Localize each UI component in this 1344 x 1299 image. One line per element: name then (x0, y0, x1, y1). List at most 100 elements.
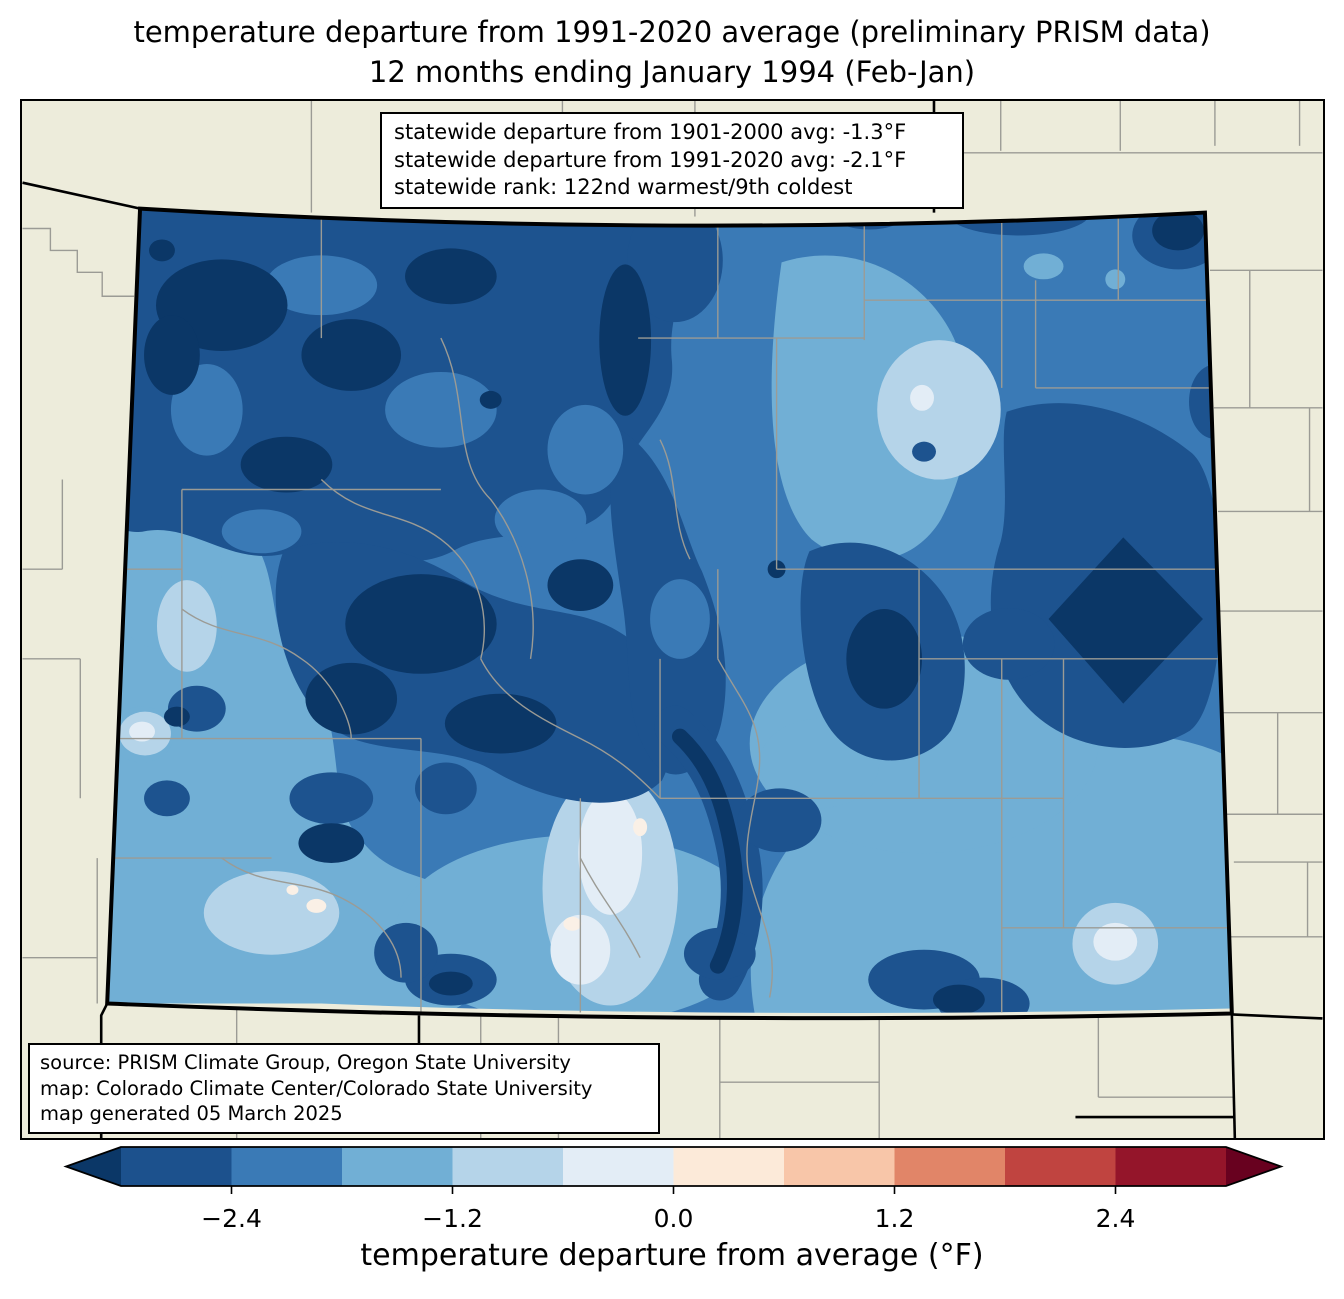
contour-blob (414, 762, 477, 815)
colorbar-tick-label: −1.2 (422, 1204, 483, 1233)
stats-box: statewide departure from 1901-2000 avg: … (380, 112, 964, 209)
contour-blob (650, 579, 710, 659)
contour-blob (547, 404, 624, 495)
contour-blob (1023, 253, 1064, 280)
contour-blob (494, 489, 587, 550)
contour-blob (306, 898, 327, 913)
contour-blob (737, 788, 822, 853)
contour-blob (1152, 210, 1204, 251)
colorbar-tick-label: 0.0 (654, 1204, 694, 1233)
contour-blob (846, 609, 923, 709)
colorbar-segment (452, 1147, 564, 1186)
state-line (1231, 1013, 1323, 1020)
contour-blob (345, 574, 497, 674)
contour-blob (144, 780, 190, 817)
colorbar-segment (894, 1147, 1006, 1186)
contour-blob (385, 371, 497, 448)
contour-blob (627, 208, 723, 323)
contour-blob (428, 971, 473, 996)
contour-band (672, 728, 743, 974)
state-line (1230, 1013, 1237, 1138)
source-line-1: source: PRISM Climate Group, Oregon Stat… (40, 1051, 571, 1074)
contour-blob (203, 871, 340, 955)
contour-blob (286, 884, 299, 895)
county-line (659, 439, 691, 560)
county-line (181, 608, 352, 739)
contour-blob (932, 984, 985, 1015)
contour-blob (962, 608, 1055, 680)
county-line (221, 857, 402, 978)
colorbar-segment (1005, 1147, 1116, 1186)
contour-blob (107, 1003, 1232, 1018)
colorbar-segment (121, 1147, 232, 1186)
colorado-state-border (105, 206, 1234, 1021)
county-line (440, 337, 534, 659)
county-line (579, 857, 641, 959)
contour-blob (405, 248, 497, 305)
source-line-3: map generated 05 March 2025 (40, 1102, 343, 1125)
county-line (22, 479, 64, 570)
colorbar-segment (563, 1147, 674, 1186)
colorbar-axis-label: temperature departure from average (°F) (360, 1238, 984, 1273)
title-line-2: 12 months ending January 1994 (Feb-Jan) (368, 55, 976, 89)
title-line-1: temperature departure from 1991-2020 ave… (133, 15, 1211, 49)
contour-blob (305, 662, 398, 735)
contour-blob (221, 509, 302, 554)
colorbar-tick-label: −2.4 (201, 1204, 262, 1233)
contour-blob (149, 239, 175, 262)
colorbar-over-arrow (1226, 1147, 1281, 1186)
colorbar-segment (784, 1147, 895, 1186)
colorbar-segment (673, 1147, 785, 1186)
contour-blob (578, 791, 643, 915)
county-line (22, 858, 98, 1004)
colorbar-tick-label: 1.2 (875, 1204, 915, 1233)
contour-blob (170, 363, 243, 456)
county-line (22, 227, 135, 297)
county-line (22, 658, 81, 799)
contour-blob (156, 580, 217, 672)
contour-blob (1048, 537, 1203, 704)
colorbar-outline (63, 1146, 1284, 1187)
colorbar-segment (1115, 1147, 1227, 1186)
colorado-map (22, 101, 1323, 1138)
stats-line-3: statewide rank: 122nd warmest/9th coldes… (394, 175, 853, 199)
contour-blob (910, 384, 934, 411)
contour-blob (912, 441, 936, 462)
contour-blob (444, 693, 557, 754)
contour-blob (547, 559, 614, 612)
contour-blob (599, 264, 652, 416)
colorbar: −2.4 −1.2 0.0 1.2 2.4 (63, 1146, 1284, 1233)
colorado-county-lines (107, 210, 1230, 1013)
contour-blob (298, 823, 365, 864)
contour-blob (163, 706, 190, 727)
contour-blob (129, 721, 155, 742)
contour-blob (479, 390, 502, 409)
figure-title: temperature departure from 1991-2020 ave… (0, 12, 1344, 92)
contour-blob (144, 315, 200, 395)
county-line (717, 658, 773, 998)
contour-blob (301, 319, 402, 391)
stats-line-2: statewide departure from 1991-2020 avg: … (394, 147, 907, 172)
contour-blob (633, 818, 648, 837)
contour-blob (877, 340, 1001, 480)
contour-blob (289, 772, 374, 825)
map-frame (20, 99, 1325, 1140)
contour-blob (563, 916, 582, 931)
colorbar-segment (342, 1147, 453, 1186)
contour-blob (946, 208, 1091, 236)
colorbar-under-arrow (66, 1147, 121, 1186)
contour-blob (1105, 269, 1126, 290)
contour-blob (374, 922, 438, 983)
contour-blob (771, 255, 969, 561)
colorbar-segment (231, 1147, 343, 1186)
stats-line-1: statewide departure from 1901-2000 avg: … (394, 120, 907, 144)
county-line (320, 479, 486, 660)
colorado-contour-fill (107, 208, 1232, 1019)
source-line-2: map: Colorado Climate Center/Colorado St… (40, 1076, 593, 1100)
county-line (480, 658, 661, 799)
state-line (22, 181, 141, 210)
contour-blob (1093, 922, 1138, 961)
source-box: source: PRISM Climate Group, Oregon Stat… (28, 1043, 660, 1134)
colorbar-tick-label: 2.4 (1096, 1204, 1136, 1233)
